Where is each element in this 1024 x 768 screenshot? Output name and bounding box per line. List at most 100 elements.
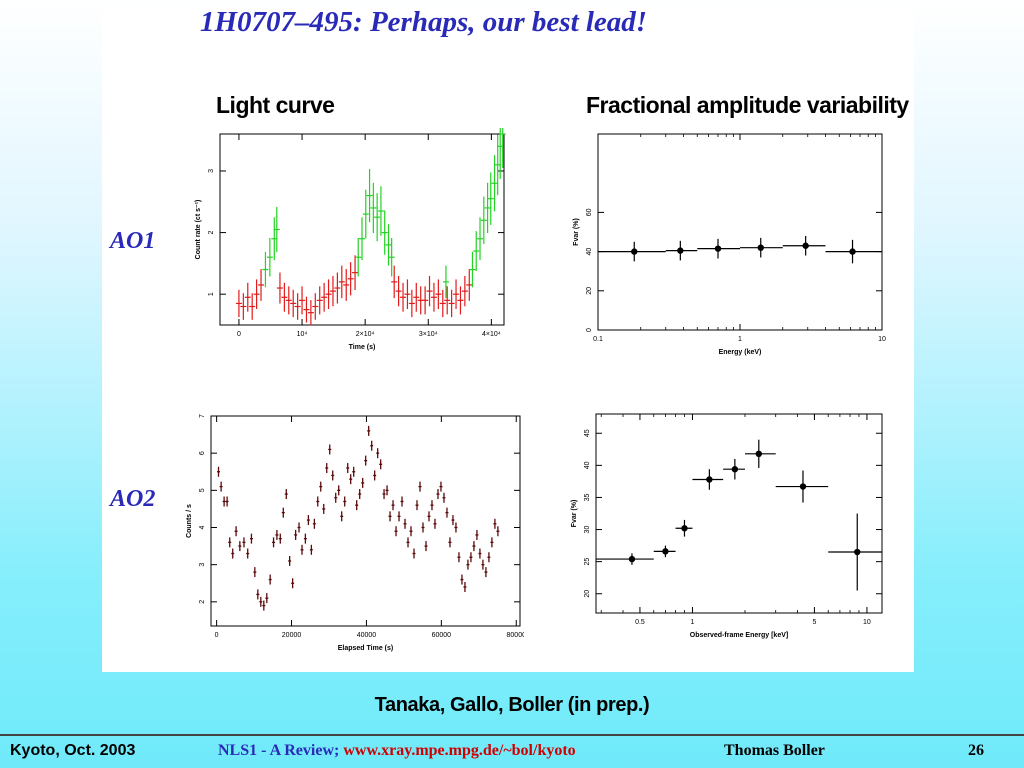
- ao1-label: AO1: [110, 228, 156, 254]
- ao1-light-curve-chart: 0 10⁴ 2×10⁴ 3×10⁴ 4×10⁴ 1 2 3 Time (s) Count rate…: [195, 128, 506, 351]
- data-point-high_state: [381, 210, 388, 255]
- data-point-high_state: [377, 186, 384, 236]
- data-point-high_state: [484, 182, 491, 234]
- x-tick-label: 10: [863, 619, 871, 626]
- y-tick-label: 3: [208, 169, 215, 173]
- data-point: [744, 439, 776, 468]
- data-point: [328, 444, 332, 455]
- footer-url[interactable]: www.xray.mpe.mpg.de/~bol/kyoto: [343, 742, 576, 759]
- page-number: 26: [968, 742, 984, 759]
- x-tick-label: 3×10⁴: [419, 331, 438, 338]
- data-point-high_state: [370, 182, 377, 234]
- y-tick-label: 40: [584, 461, 591, 469]
- ao1-fvar-chart: 0.1 1 10 0 20 40 60 Energy (keV) Fvar (%): [573, 133, 886, 356]
- x-axis-label: Elapsed Time (s): [338, 645, 394, 652]
- data-point: [364, 455, 368, 466]
- data-point: [692, 469, 724, 490]
- data-point: [496, 526, 500, 537]
- data-point: [222, 496, 226, 507]
- data-point: [219, 481, 223, 492]
- x-tick-label: 60000: [432, 632, 452, 639]
- data-point: [272, 537, 276, 548]
- data-point-low_state: [307, 300, 314, 326]
- data-point: [403, 518, 407, 529]
- data-point-low_state: [281, 282, 288, 312]
- x-tick-label: 0.5: [635, 619, 645, 626]
- data-point: [828, 513, 882, 591]
- data-point: [259, 596, 263, 607]
- data-point: [460, 574, 464, 585]
- data-point: [346, 463, 350, 474]
- x-axis-label: Observed-frame Energy [keV]: [690, 632, 788, 639]
- x-tick-label: 0: [215, 632, 219, 639]
- data-point: [228, 537, 232, 548]
- data-point: [238, 541, 242, 552]
- data-point-low_state: [444, 286, 451, 315]
- data-point-high_state: [499, 128, 506, 169]
- data-point: [436, 489, 440, 500]
- data-point: [370, 440, 374, 451]
- data-point: [451, 515, 455, 526]
- data-point-high_state: [487, 172, 494, 225]
- data-point: [284, 489, 288, 500]
- y-tick-label: 4: [199, 525, 206, 529]
- data-point-high_state: [374, 193, 381, 242]
- data-point-low_state: [457, 286, 464, 315]
- data-point-low_state: [408, 289, 415, 318]
- data-point-high_state: [491, 155, 498, 212]
- data-point-low_state: [235, 289, 242, 318]
- data-point-low_state: [285, 286, 292, 315]
- plot-frame: [595, 413, 883, 614]
- data-point-low_state: [258, 269, 265, 301]
- plot-frame: [210, 415, 521, 627]
- x-tick-label: 10: [878, 336, 886, 343]
- data-point: [361, 477, 365, 488]
- data-point: [439, 481, 443, 492]
- data-point: [355, 500, 359, 511]
- data-point-low_state: [404, 279, 411, 309]
- data-point-low_state: [343, 269, 350, 301]
- data-point: [231, 548, 235, 559]
- footer-author: Thomas Boller: [724, 742, 825, 759]
- data-point: [382, 489, 386, 500]
- data-point-high_state: [355, 238, 362, 277]
- data-point: [445, 507, 449, 518]
- data-point-low_state: [352, 255, 359, 291]
- data-point-low_state: [321, 282, 328, 312]
- data-point: [358, 489, 362, 500]
- data-point: [433, 518, 437, 529]
- data-point: [598, 241, 666, 262]
- x-tick-label: 1: [691, 619, 695, 626]
- data-point: [782, 235, 826, 256]
- footer-course-name: NLS1 - A Review;: [218, 742, 340, 759]
- data-point-low_state: [253, 279, 260, 309]
- data-point: [825, 239, 882, 264]
- data-point-low_state: [329, 275, 336, 307]
- x-tick-label: 4×10⁴: [482, 331, 501, 338]
- data-point-high_state: [266, 238, 273, 277]
- data-point-high_state: [473, 231, 480, 272]
- data-point-low_state: [430, 282, 437, 312]
- x-tick-label: 0.1: [593, 336, 603, 343]
- light-curve-heading: Light curve: [216, 92, 335, 118]
- data-point-high_state: [366, 168, 373, 223]
- data-point-high_state: [469, 251, 476, 288]
- data-point: [487, 552, 491, 563]
- data-point: [249, 533, 253, 544]
- data-point-high_state: [273, 206, 280, 253]
- data-point: [478, 548, 482, 559]
- data-point-low_state: [413, 282, 420, 312]
- data-point: [300, 544, 304, 555]
- y-axis-label: Counts / s: [186, 504, 193, 538]
- data-point: [469, 552, 473, 563]
- footer-course: NLS1 - A Review; www.xray.mpe.mpg.de/~bo…: [218, 742, 576, 760]
- data-point-low_state: [338, 265, 345, 299]
- data-point-low_state: [325, 279, 332, 309]
- data-point-low_state: [422, 286, 429, 315]
- data-point: [312, 518, 316, 529]
- data-point-low_state: [276, 272, 283, 304]
- data-point: [463, 581, 467, 592]
- y-tick-label: 2: [199, 600, 206, 604]
- data-point: [653, 545, 676, 558]
- footer-divider: [0, 734, 1024, 736]
